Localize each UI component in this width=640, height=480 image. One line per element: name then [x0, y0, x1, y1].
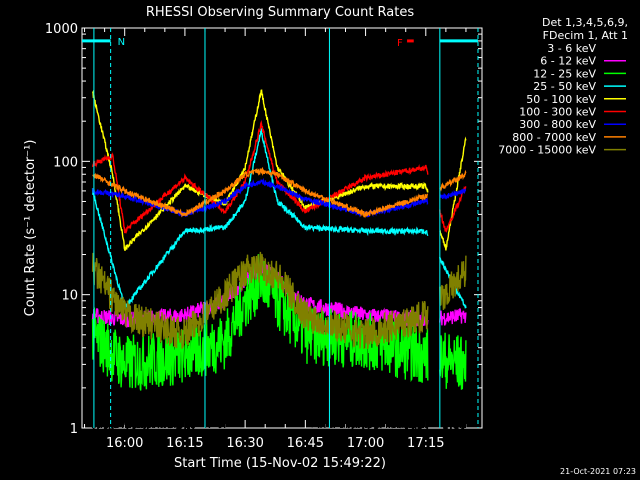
legend-label: 50 - 100 keV [526, 93, 596, 106]
legend-header-line1: Det 1,3,4,5,6,9, [542, 16, 628, 29]
legend-label: 300 - 800 keV [519, 118, 596, 131]
y-tick-label: 1 [70, 422, 78, 437]
legend-label: 800 - 7000 keV [512, 131, 596, 144]
y-tick-label: 1000 [45, 22, 78, 37]
series-line-6 [91, 120, 467, 234]
x-tick-label: 16:45 [287, 436, 324, 451]
legend-label: 25 - 50 keV [533, 80, 596, 93]
legend-label: 3 - 6 keV [547, 42, 596, 55]
chart-title: RHESSI Observing Summary Count Rates [146, 5, 415, 20]
plot-frame [81, 27, 483, 429]
series-line-1 [91, 253, 467, 429]
legend-label: 7000 - 15000 keV [498, 144, 596, 157]
x-tick-label: 17:15 [407, 436, 444, 451]
x-tick-label: 16:15 [166, 436, 203, 451]
legend-label: 6 - 12 keV [540, 55, 596, 68]
series-line-5 [91, 89, 467, 251]
series-line-9 [91, 251, 467, 350]
legend-label: 100 - 300 keV [519, 106, 596, 119]
legend-label: 12 - 25 keV [533, 67, 596, 80]
timestamp: 21-Oct-2021 07:23 [560, 467, 636, 476]
x-tick-label: 16:00 [106, 436, 143, 451]
series-line-8 [92, 166, 467, 219]
plot-axes: 1 10 100 1000 16:00 16:15 16:30 16:45 17:00 17:15 [45, 22, 483, 451]
x-tick-label: 17:00 [347, 436, 384, 451]
y-axis-label: Count Rate (s⁻¹ detector⁻¹) [23, 140, 38, 317]
series-layer [91, 89, 467, 429]
y-tick-label: 10 [61, 289, 78, 304]
legend-header-line2: FDecim 1, Att 1 [543, 29, 628, 42]
y-tick-label: 100 [53, 155, 78, 170]
flag-label-f: F [397, 38, 403, 49]
x-tick-label: 16:30 [226, 436, 263, 451]
x-axis-label: Start Time (15-Nov-02 15:49:22) [174, 456, 386, 471]
flag-label-n: N [118, 37, 125, 48]
